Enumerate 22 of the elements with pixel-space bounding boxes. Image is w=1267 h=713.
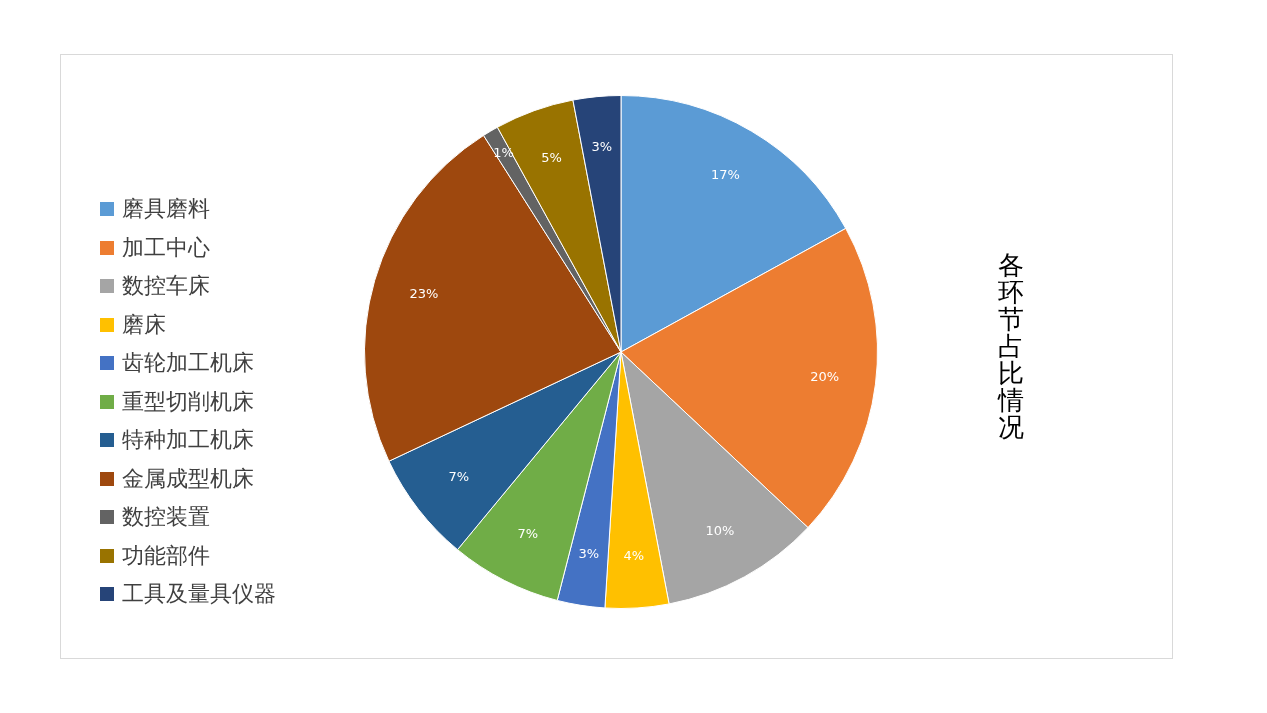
- text: 各环节占比情况: [997, 250, 1025, 442]
- data-label: 17%: [711, 166, 740, 182]
- legend-label: 特种加工机床: [122, 426, 254, 455]
- data-label: 20%: [810, 369, 840, 385]
- data-label: 10%: [705, 523, 735, 539]
- data-label: 5%: [541, 150, 562, 166]
- data-label: 23%: [409, 286, 439, 302]
- data-label: 3%: [591, 139, 612, 155]
- data-label: 7%: [448, 469, 470, 485]
- legend-label: 数控车床: [122, 272, 210, 301]
- legend-label: 磨床: [122, 310, 166, 339]
- legend-label: 工具及量具仪器: [122, 580, 276, 609]
- data-label: 4%: [623, 548, 645, 564]
- legend-label: 重型切削机床: [122, 387, 254, 416]
- legend-label: 磨具磨料: [122, 195, 210, 224]
- legend-label: 齿轮加工机床: [122, 349, 254, 378]
- legend-label: 金属成型机床: [122, 464, 254, 493]
- data-label: 7%: [517, 526, 539, 542]
- legend-label: 加工中心: [122, 233, 210, 262]
- data-label: 3%: [578, 546, 600, 562]
- legend-label: 功能部件: [122, 541, 210, 570]
- legend-label: 数控装置: [122, 503, 210, 532]
